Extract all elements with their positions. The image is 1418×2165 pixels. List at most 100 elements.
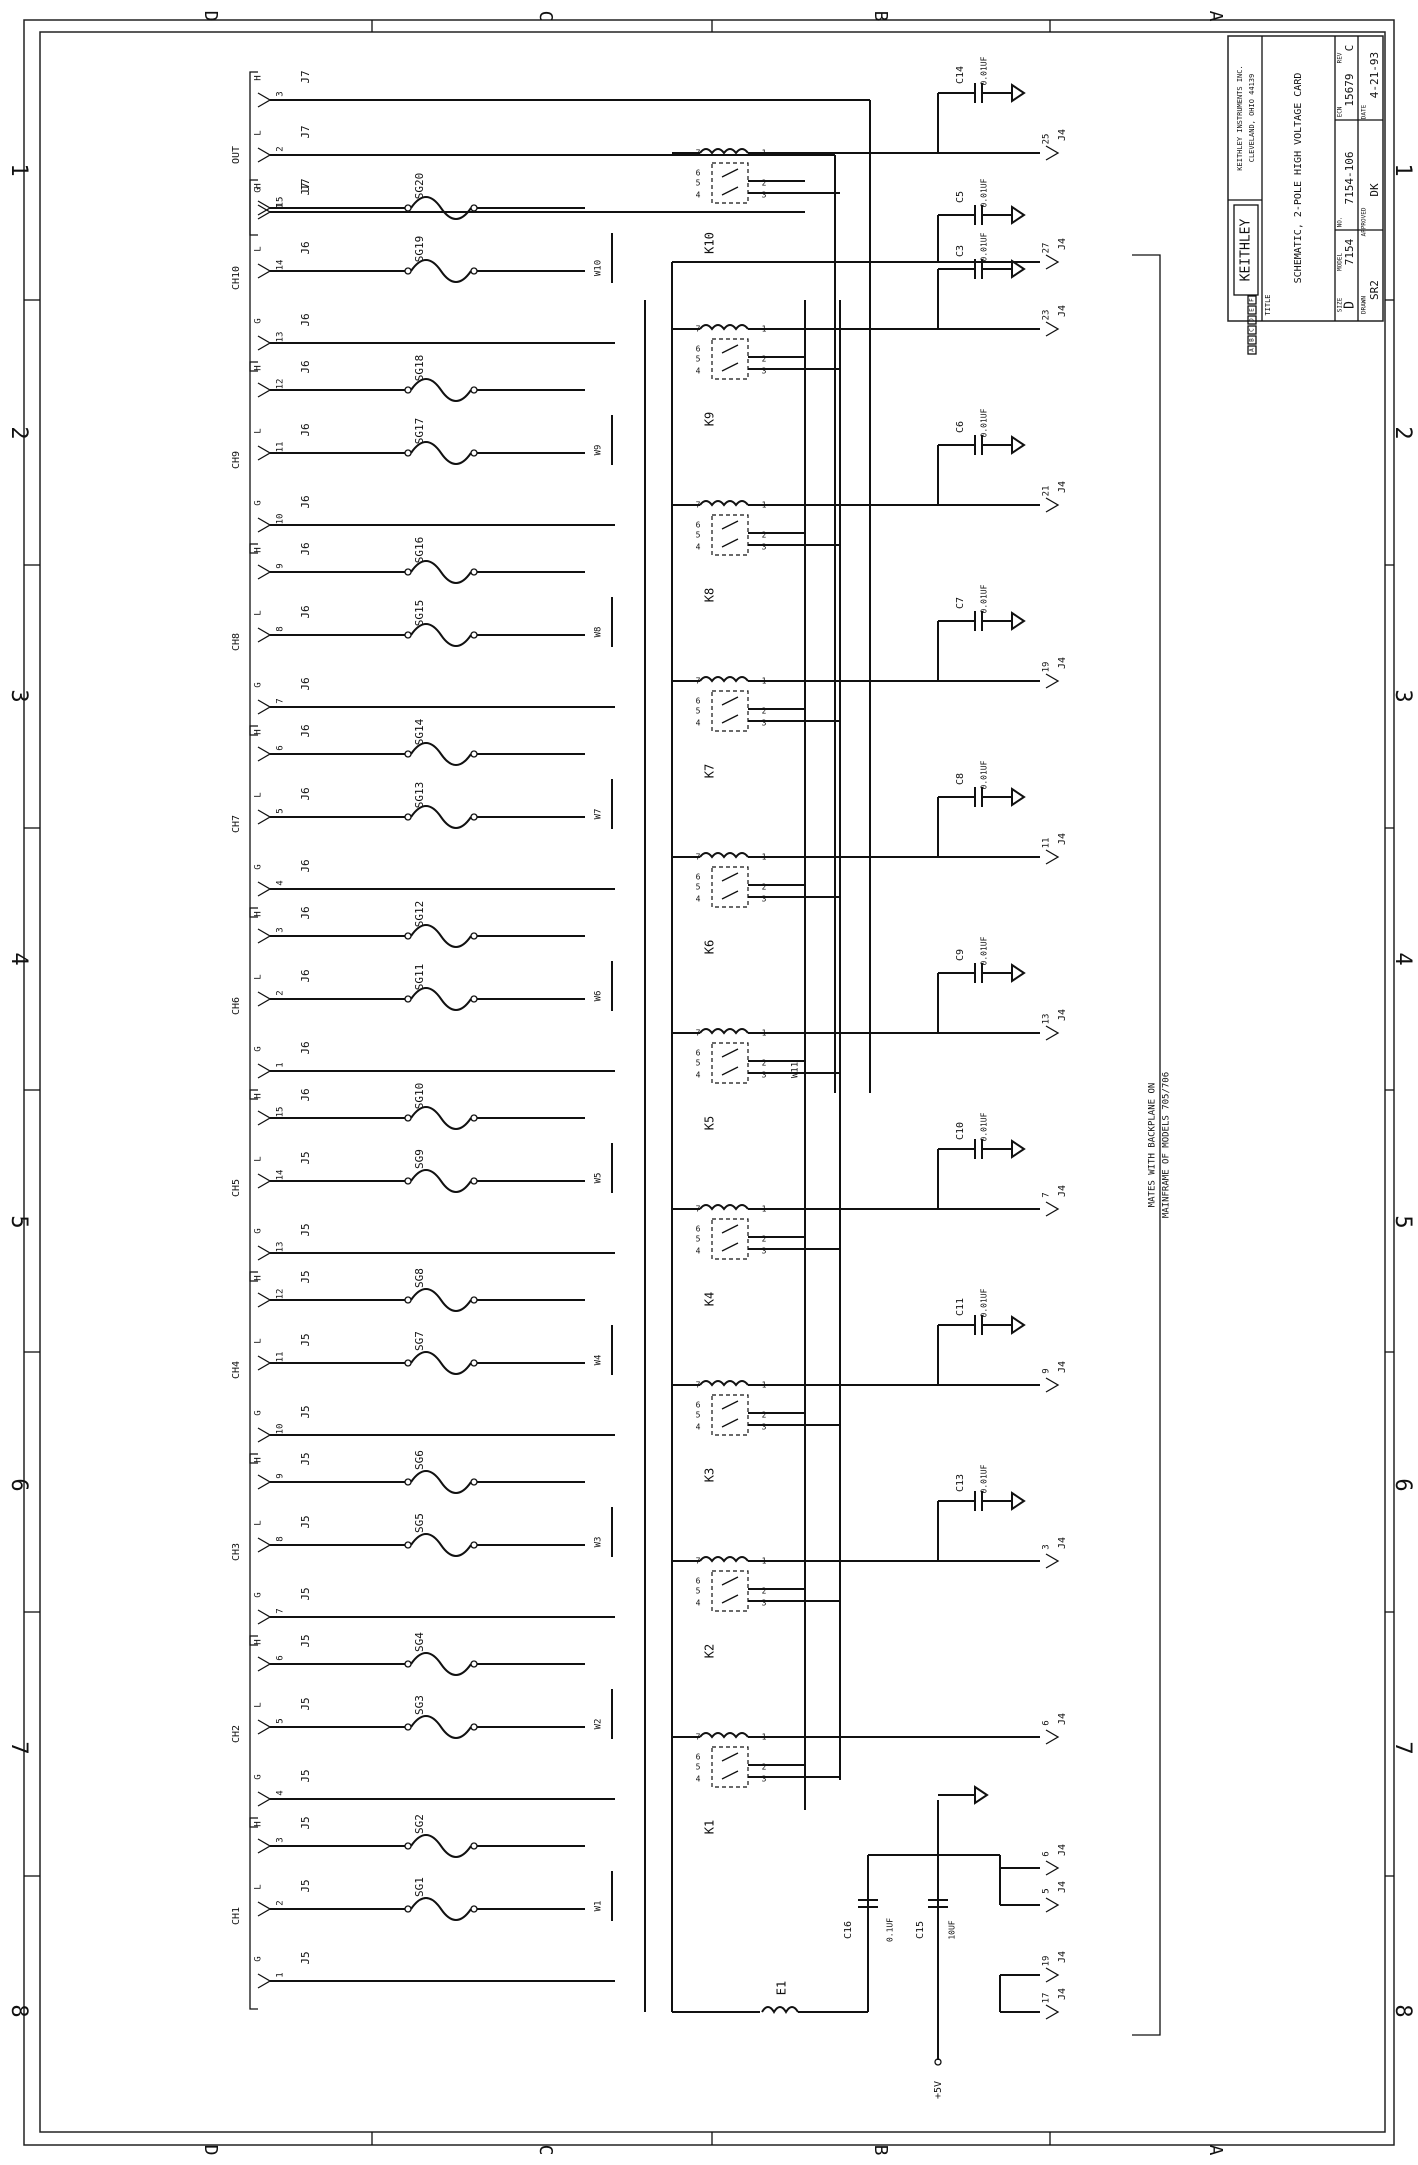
connector-arrow [257,881,272,897]
connector-arrow [257,1537,272,1553]
channel-ch3: CH3 J5 9 H SG6 J5 8 L SG5 J5 7 G W3 [231,1450,615,1646]
channel-name: CH8 [231,633,242,651]
approved-label: APPROVED [1361,207,1368,236]
surge-arrester-label: SG1 [413,1877,426,1897]
relay-contact [721,696,739,706]
revision-mark: E [1249,308,1256,312]
surge-terminal [470,995,478,1003]
surge-arrester [410,1652,472,1676]
surge-arrester-label: SG15 [413,600,426,627]
power-connector-label: J4 [1057,1844,1068,1856]
signal-label: H [254,729,264,734]
relay-contact-box [711,690,749,732]
surge-terminal [470,1296,478,1304]
surge-arrester-label: SG11 [413,964,426,991]
channel-bracket [249,1635,258,1828]
rev-label: REV [1337,52,1344,63]
surge-terminal [470,1660,478,1668]
relay-pin: 4 [696,1071,701,1080]
channel-name: CH9 [231,451,242,469]
relay-pin: 6 [696,345,701,354]
zone-number-left: 1 [6,163,31,176]
connector-label: J6 [299,313,312,326]
surge-arrester [410,1470,472,1494]
connector-pin: 14 [276,1170,286,1181]
relay-pin: 1 [762,1733,767,1742]
surge-arrester [410,1715,472,1739]
relay-name: K5 [703,1116,717,1130]
jumper-label: W2 [594,1719,604,1730]
cap-name: C13 [955,1474,966,1492]
signal-label: G [254,1046,264,1051]
channel-bracket [249,907,258,1100]
connector-pin: 7 [276,1608,286,1613]
relay-pin: 3 [762,1775,767,1784]
relay-pin: 7 [696,1557,701,1566]
relay-contact [721,1594,739,1604]
title-label: TITLE [1264,294,1272,315]
zone-number-left: 3 [6,689,31,702]
backplane-note-1: MATES WITH BACKPLANE ON [1148,1083,1158,1208]
relay-pin: 5 [696,179,701,188]
relay-name: K3 [703,1468,717,1482]
drive-connector-pin: 9 [1042,1368,1052,1373]
connector-arrow [1045,1729,1060,1745]
relay-contact [721,186,739,196]
connector-arrow [257,92,272,108]
relay-contact-box [711,1394,749,1436]
signal-label: H [254,1275,264,1280]
surge-terminal [470,750,478,758]
relay-contact-box [711,338,749,380]
channel-ch7: CH7 J6 6 H SG14 J6 5 L SG13 J6 4 G W7 [231,718,615,918]
zone-number-right: 5 [1390,1215,1415,1228]
channel-bracket [249,1089,258,1282]
channel-name: CH4 [231,1361,242,1379]
connector-arrow [1045,321,1060,337]
connector-label: J7 [299,182,312,195]
ecn-value: 15679 [1343,73,1356,106]
connector-label: J5 [299,1879,312,1892]
cap-name: C5 [955,191,966,203]
signal-label: L [254,1884,264,1889]
relay-pin: 7 [696,677,701,686]
zone-letter-bottom: B [870,2145,891,2156]
relay-pin: 7 [696,149,701,158]
ground-symbol [1011,611,1026,631]
model-value: 7154 [1343,238,1356,265]
relay-pin: 2 [762,707,767,716]
connector-arrow [1045,1377,1060,1393]
relay-coil [699,1204,749,1211]
connector-pin: 7 [276,698,286,703]
jumper-label: W6 [594,991,604,1002]
connector-pin: 14 [276,260,286,271]
relay-pin: 4 [696,1599,701,1608]
zone-number-right: 6 [1390,1478,1415,1491]
connector-arrow [257,335,272,351]
revision-mark: A [1249,348,1256,352]
signal-label: H [254,183,264,188]
relay-pin: 6 [696,1753,701,1762]
connector-label: J7 [299,70,312,83]
connector-pin: 1 [276,203,286,208]
ground-symbol [1011,963,1026,983]
zone-letter-bottom: A [1205,2145,1226,2156]
connector-pin: 6 [276,745,286,750]
channel-name: CH10 [231,266,242,290]
relay-pin: 2 [762,531,767,540]
drive-connector-label: J4 [1057,833,1068,845]
drive-connector-pin: 11 [1042,838,1052,849]
relay-pin: 6 [696,1401,701,1410]
cap15-value: 10UF [948,1920,957,1939]
relay-pin: 6 [696,873,701,882]
relay-name: K2 [703,1644,717,1658]
surge-terminal [404,1723,412,1731]
connector-pin: 15 [276,197,286,208]
channel-bracket [249,543,258,736]
relay-pin: 5 [696,531,701,540]
cap-name: C6 [955,421,966,433]
surge-arrester [410,1288,472,1312]
relay-contact [721,1224,739,1234]
connector-arrow [257,928,272,944]
relay-k8: K8 7 65 4 1 2 3 J4 21 C6 0.01UF [672,408,1068,602]
